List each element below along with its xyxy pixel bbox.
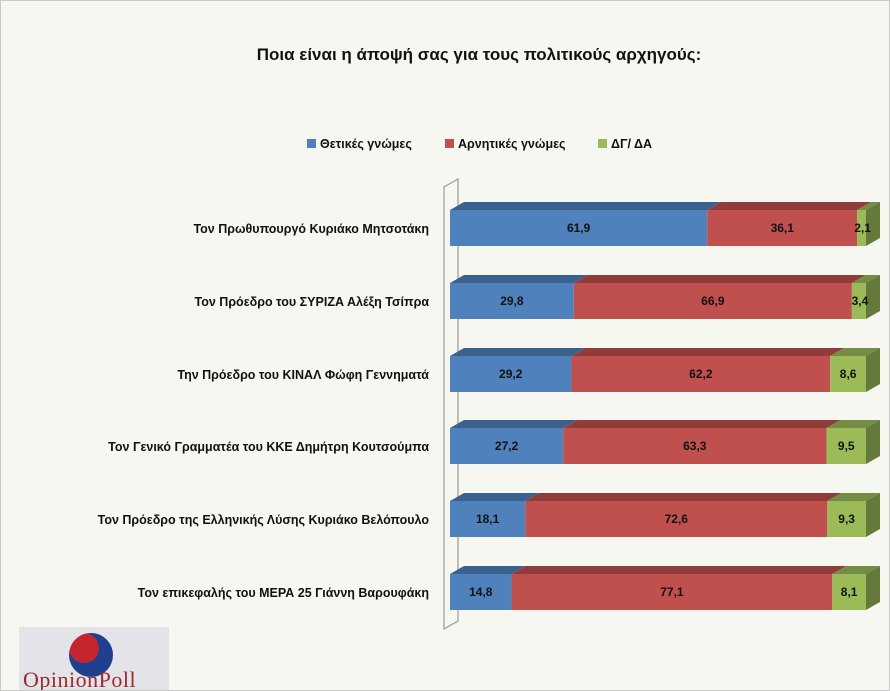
value-label-1-1: 66,9: [701, 294, 725, 308]
bar-5-2: [832, 574, 866, 610]
value-label-2-0: 29,2: [499, 367, 523, 381]
category-label-0: Τον Πρωθυπουργό Κυριάκο Μητσοτάκη: [193, 222, 429, 236]
value-label-5-2: 8,1: [841, 585, 858, 599]
category-label-1: Τον Πρόεδρο του ΣΥΡΙΖΑ Αλέξη Τσίπρα: [195, 295, 430, 309]
value-label-1-0: 29,8: [500, 294, 524, 308]
bar-side-5: [866, 566, 880, 610]
value-label-0-2: 2,1: [854, 221, 871, 235]
axis-wall: [443, 177, 459, 631]
chart-floor: [443, 177, 459, 631]
category-label-2: Την Πρόεδρο του ΚΙΝΑΛ Φώφη Γεννηματά: [177, 368, 429, 382]
legend-swatch-0: [307, 139, 316, 148]
bars: 61,9 36,1 2,1 29,8 66,9 3,4 29,2 62,2 8,6 27,2 63,…: [450, 202, 880, 610]
bar-1-2: [851, 283, 866, 319]
bar-group-4: 18,1 72,6 9,3: [450, 493, 880, 537]
category-label-3: Τον Γενικό Γραμματέα του ΚΚΕ Δημήτρη Κου…: [108, 440, 429, 454]
bar-top-1-1: [573, 275, 866, 283]
bar-1-1: [573, 283, 852, 319]
bar-group-0: 61,9 36,1 2,1: [450, 202, 880, 246]
bar-top-0-0: [450, 202, 722, 210]
bar-top-5-0: [450, 566, 526, 574]
bar-3-2: [826, 428, 866, 464]
bar-group-1: 29,8 66,9 3,4: [450, 275, 880, 319]
bar-top-4-0: [450, 493, 540, 501]
bar-3-0: [450, 428, 564, 464]
legend: Θετικές γνώμες Αρνητικές γνώμες ΔΓ/ ΔΑ: [307, 137, 652, 151]
bar-top-2-2: [830, 348, 880, 356]
bar-top-4-2: [827, 493, 880, 501]
bar-top-2-0: [450, 348, 586, 356]
chart-title: Ποια είναι η άποψή σας για τους πολιτικο…: [257, 45, 702, 64]
bar-top-3-2: [826, 420, 880, 428]
value-label-2-1: 62,2: [689, 367, 713, 381]
bar-2-2: [830, 356, 866, 392]
legend-swatch-2: [598, 139, 607, 148]
logo-mark: [69, 633, 113, 677]
bar-2-1: [571, 356, 831, 392]
bar-top-3-0: [450, 420, 578, 428]
value-label-3-2: 9,5: [838, 439, 855, 453]
value-label-3-1: 63,3: [683, 439, 707, 453]
bar-0-1: [707, 210, 858, 246]
legend-label-0: Θετικές γνώμες: [320, 137, 412, 151]
bar-top-5-1: [511, 566, 847, 574]
bar-3-1: [563, 428, 827, 464]
category-labels: Τον Πρωθυπουργό Κυριάκο Μητσοτάκη Τον Πρό…: [98, 222, 430, 600]
value-label-2-2: 8,6: [840, 367, 857, 381]
bar-0-0: [450, 210, 708, 246]
legend-label-2: ΔΓ/ ΔΑ: [611, 137, 652, 151]
legend-label-1: Αρνητικές γνώμες: [458, 137, 566, 151]
bar-top-1-0: [450, 275, 588, 283]
bar-side-4: [866, 493, 880, 537]
value-label-5-0: 14,8: [469, 585, 493, 599]
logo-brand-text: OpinionPoll: [23, 667, 137, 691]
bar-2-0: [450, 356, 572, 392]
bar-top-1-2: [851, 275, 880, 283]
bar-5-0: [450, 574, 512, 610]
bar-top-2-1: [571, 348, 845, 356]
legend-swatch-1: [445, 139, 454, 148]
bar-4-2: [827, 501, 866, 537]
bar-side-3: [866, 420, 880, 464]
bar-4-1: [525, 501, 828, 537]
bar-5-1: [511, 574, 833, 610]
category-label-5: Τον επικεφαλής του ΜΕΡΑ 25 Γιάννη Βαρουφ…: [138, 586, 429, 600]
bar-1-0: [450, 283, 574, 319]
bar-group-3: 27,2 63,3 9,5: [450, 420, 880, 464]
bar-side-2: [866, 348, 880, 392]
bar-top-0-2: [857, 202, 880, 210]
value-label-0-0: 61,9: [567, 221, 591, 235]
bar-top-0-1: [707, 202, 872, 210]
bar-top-3-1: [563, 420, 841, 428]
bar-side-0: [866, 202, 880, 246]
bar-4-0: [450, 501, 526, 537]
value-label-3-0: 27,2: [495, 439, 519, 453]
value-label-1-2: 3,4: [852, 294, 869, 308]
value-label-0-1: 36,1: [771, 221, 795, 235]
bar-side-1: [866, 275, 880, 319]
bar-0-2: [857, 210, 866, 246]
value-label-4-0: 18,1: [476, 512, 500, 526]
opinionpoll-logo: OpinionPoll: [19, 627, 169, 691]
bar-group-2: 29,2 62,2 8,6: [450, 348, 880, 392]
bar-top-4-1: [525, 493, 842, 501]
value-label-4-1: 72,6: [665, 512, 689, 526]
value-label-4-2: 9,3: [838, 512, 855, 526]
bar-top-5-2: [832, 566, 880, 574]
bar-group-5: 14,8 77,1 8,1: [450, 566, 880, 610]
category-label-4: Τον Πρόεδρο της Ελληνικής Λύσης Κυριάκο …: [98, 513, 430, 527]
value-label-5-1: 77,1: [660, 585, 684, 599]
